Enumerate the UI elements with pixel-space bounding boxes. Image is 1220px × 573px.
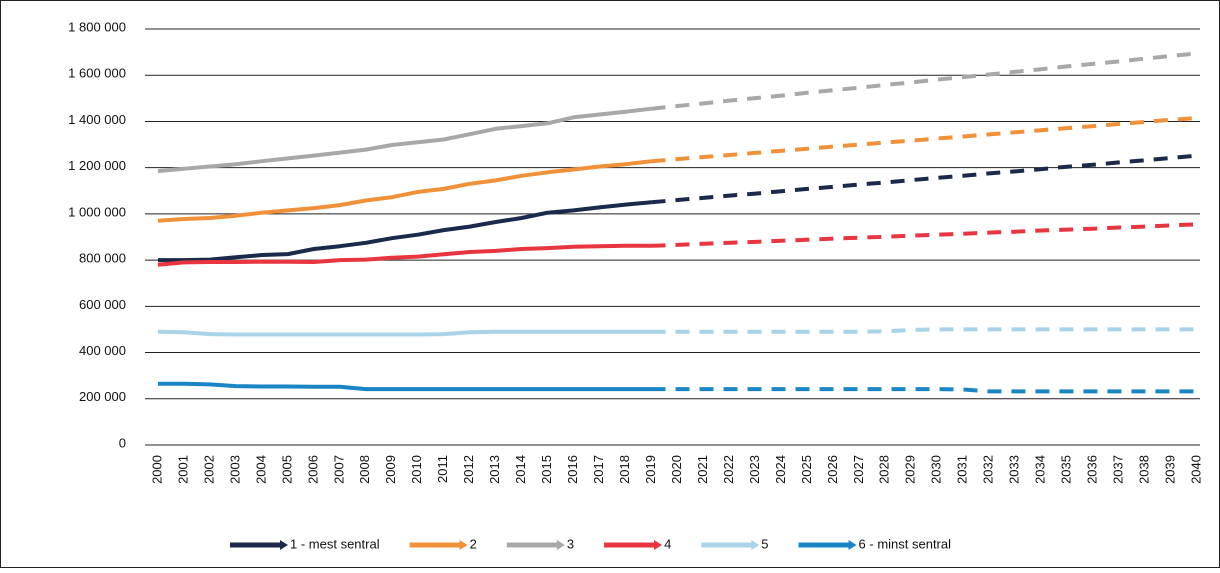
x-tick-label: 2021: [695, 455, 710, 484]
x-tick-label: 2014: [513, 455, 528, 484]
series-line: [157, 159, 652, 223]
y-tick-label: 200 000: [79, 389, 126, 404]
y-tick-label: 1 800 000: [68, 19, 126, 34]
x-tick-label: 2033: [1007, 455, 1022, 484]
legend-label: 1 - mest sentral: [290, 536, 380, 551]
y-tick-label: 1 400 000: [68, 112, 126, 127]
series-line-dashed: [651, 327, 1197, 334]
x-tick-label: 2003: [227, 455, 242, 484]
x-tick-label: 2029: [903, 455, 918, 484]
legend-arrow: [280, 540, 288, 550]
y-tick-label: 1 600 000: [68, 66, 126, 81]
legend-arrow: [848, 540, 857, 550]
series-line-dashed: [651, 153, 1198, 205]
y-tick-label: 0: [119, 435, 126, 450]
x-tick-label: 2024: [773, 455, 788, 484]
x-tick-label: 2008: [357, 455, 372, 484]
legend-label: 3: [567, 536, 574, 551]
x-tick-label: 2009: [383, 455, 398, 484]
legend-label: 4: [664, 536, 671, 551]
x-tick-label: 2005: [279, 455, 294, 484]
legend-arrow: [459, 540, 468, 550]
legend-label: 5: [761, 536, 768, 551]
x-tick-label: 2036: [1085, 455, 1100, 484]
x-tick-label: 2038: [1136, 455, 1151, 484]
series-line-dashed: [651, 222, 1198, 248]
series-line: [157, 329, 652, 337]
x-tick-label: 2030: [929, 455, 944, 484]
x-tick-label: 2034: [1033, 455, 1048, 484]
x-tick-label: 2011: [435, 455, 450, 483]
legend-label: 2: [470, 536, 477, 551]
x-tick-label: 2035: [1059, 455, 1074, 484]
x-tick-label: 2025: [799, 455, 814, 484]
x-tick-label: 2020: [669, 455, 684, 484]
y-tick-label: 1 200 000: [68, 158, 126, 173]
x-tick-label: 2004: [253, 455, 268, 484]
series-line: [158, 200, 652, 263]
x-tick-label: 2028: [877, 455, 892, 484]
series-line-dashed: [651, 51, 1198, 111]
x-tick-label: 2019: [643, 455, 658, 484]
legend-arrow: [654, 540, 663, 550]
series-line: [157, 243, 652, 267]
x-tick-label: 2039: [1162, 455, 1177, 484]
x-tick-label: 2040: [1188, 455, 1203, 484]
x-tick-label: 2007: [331, 455, 346, 484]
series-line-dashed: [651, 116, 1198, 164]
x-tick-label: 2006: [305, 455, 320, 484]
x-tick-label: 2015: [539, 455, 554, 484]
x-tick-label: 2002: [201, 455, 216, 484]
x-tick-label: 2001: [175, 455, 190, 484]
series-line: [158, 381, 652, 392]
legend-arrow: [556, 540, 565, 550]
x-tick-label: 2026: [825, 455, 840, 484]
x-tick-label: 2022: [721, 455, 736, 484]
x-tick-label: 2031: [955, 455, 970, 484]
y-tick-label: 1 000 000: [68, 204, 126, 219]
x-tick-label: 2012: [461, 455, 476, 484]
y-tick-label: 800 000: [79, 251, 126, 266]
y-tick-label: 400 000: [79, 343, 126, 358]
x-tick-label: 2037: [1111, 455, 1126, 484]
series-line-dashed: [651, 387, 1197, 394]
x-tick-label: 2000: [149, 455, 164, 484]
x-tick-label: 2013: [487, 455, 502, 484]
legend-arrow: [751, 540, 760, 550]
x-tick-label: 2027: [851, 455, 866, 484]
series-line: [157, 106, 652, 174]
x-tick-label: 2023: [747, 455, 762, 484]
x-tick-label: 2032: [981, 455, 996, 484]
x-tick-label: 2010: [409, 455, 424, 484]
y-tick-label: 600 000: [79, 297, 126, 312]
x-tick-label: 2016: [565, 455, 580, 484]
x-tick-label: 2018: [617, 455, 632, 484]
legend-label: 6 - minst sentral: [859, 536, 952, 551]
x-tick-label: 2017: [591, 455, 606, 484]
